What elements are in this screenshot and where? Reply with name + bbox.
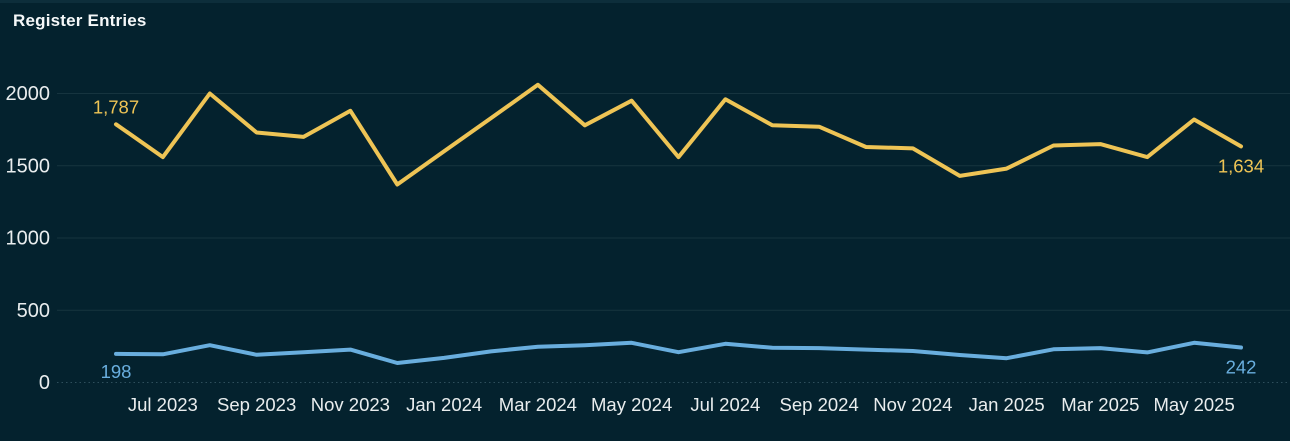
y-axis-tick-label: 1500	[6, 155, 51, 177]
x-axis-tick-label: Nov 2023	[311, 394, 390, 415]
yellow-series-line[interactable]	[114, 82, 1243, 187]
x-axis-tick-label: Nov 2024	[873, 394, 952, 415]
blue-series-first-value-label: 198	[101, 361, 132, 382]
y-axis-tick-label: 2000	[6, 83, 51, 105]
y-axis-tick-label: 500	[17, 300, 50, 322]
yellow-series-last-value-label: 1,634	[1218, 155, 1264, 176]
x-axis-tick-label: Jul 2024	[690, 394, 760, 415]
chart-title: Register Entries	[13, 11, 147, 30]
x-axis-tick-label: Sep 2023	[217, 394, 296, 415]
blue-series-last-value-label: 242	[1226, 357, 1257, 378]
x-axis-tick-label: Jan 2024	[406, 394, 482, 415]
x-axis-tick-label: Mar 2024	[499, 394, 577, 415]
yellow-series-first-value-label: 1,787	[93, 96, 139, 117]
y-axis-tick-label: 0	[39, 372, 50, 394]
x-axis-tick-label: May 2025	[1154, 394, 1235, 415]
y-axis-tick-label: 1000	[6, 228, 51, 250]
x-axis-tick-label: Mar 2025	[1061, 394, 1139, 415]
x-axis-tick-label: May 2024	[591, 394, 672, 415]
x-axis-tick-label: Jul 2023	[128, 394, 198, 415]
x-axis-tick-label: Jan 2025	[969, 394, 1045, 415]
blue-series-line[interactable]	[114, 340, 1243, 365]
x-axis-tick-label: Sep 2024	[780, 394, 859, 415]
panel-top-edge	[0, 0, 1290, 3]
